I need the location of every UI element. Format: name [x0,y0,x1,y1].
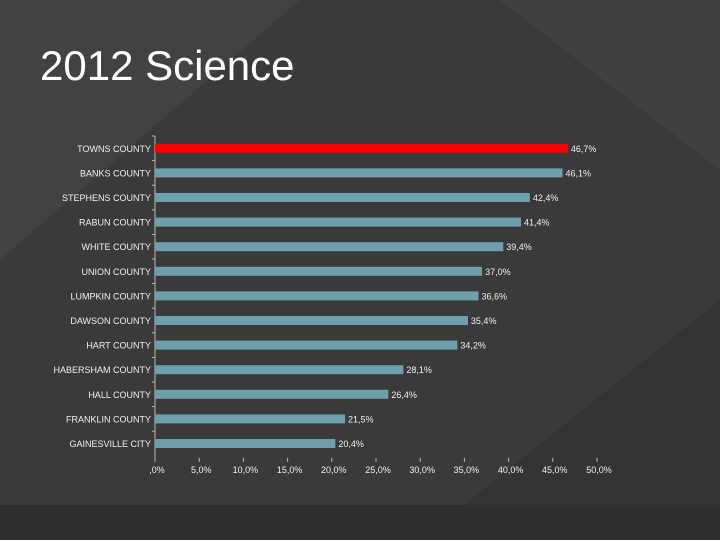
bar [155,193,530,202]
bar [155,168,563,178]
category-label: FRANKLIN COUNTY [66,414,151,424]
bar [155,340,458,350]
bar [155,143,568,153]
x-tick-label: 15,0% [277,465,303,475]
category-label: GAINESVILLE CITY [69,439,151,449]
x-tick-label: 25,0% [365,465,391,475]
category-label: WHITE COUNTY [82,242,152,252]
value-label: 37,0% [485,267,511,277]
category-label: UNION COUNTY [82,267,152,277]
bar [155,365,404,375]
x-tick-label: 40,0% [498,465,524,475]
bar [155,414,346,424]
category-label: HABERSHAM COUNTY [53,365,151,375]
value-label: 34,2% [460,341,486,351]
bar [155,217,521,227]
bar [155,242,504,252]
bar [155,439,336,448]
x-tick-label: 50,0% [586,465,612,475]
value-label: 36,6% [482,291,508,301]
slide-title: 2012 Science [40,42,295,89]
value-label: 46,7% [571,144,597,154]
value-label: 26,4% [391,390,417,400]
bar [155,266,483,276]
bar [155,389,389,399]
value-label: 21,5% [348,414,374,424]
bar [155,291,479,301]
x-tick-label: 10,0% [233,465,259,475]
category-label: DAWSON COUNTY [70,316,151,326]
x-tick-label: ,0% [149,465,165,475]
value-label: 39,4% [506,242,532,252]
category-label: STEPHENS COUNTY [62,193,151,203]
category-label: HALL COUNTY [88,390,151,400]
x-tick-label: 35,0% [454,465,480,475]
category-label: LUMPKIN COUNTY [70,291,151,301]
category-label: HART COUNTY [86,341,151,351]
x-tick-label: 45,0% [542,465,568,475]
value-label: 42,4% [533,193,559,203]
value-label: 35,4% [471,316,497,326]
value-label: 20,4% [338,439,364,449]
value-label: 41,4% [524,218,550,228]
x-tick-label: 20,0% [321,465,347,475]
value-label: 28,1% [406,365,432,375]
value-label: 46,1% [566,168,592,178]
bar [155,316,468,325]
category-label: BANKS COUNTY [80,168,151,178]
category-label: TOWNS COUNTY [77,144,151,154]
x-tick-label: 30,0% [409,465,435,475]
category-label: RABUN COUNTY [79,218,151,228]
x-tick-label: 5,0% [191,465,212,475]
